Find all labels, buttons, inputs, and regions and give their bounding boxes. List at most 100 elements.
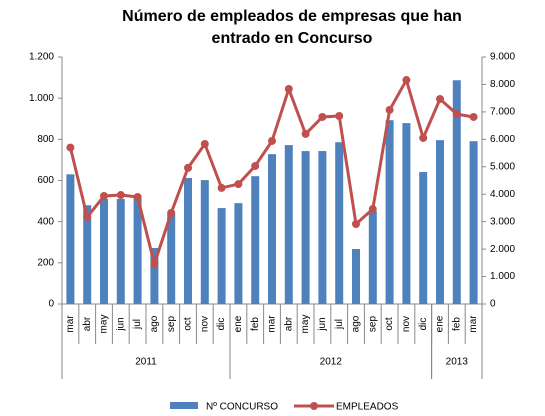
bar <box>301 151 310 304</box>
x-tick-label: nov <box>401 316 412 332</box>
y2-tick-label: 2.000 <box>490 244 515 255</box>
line-marker <box>116 191 125 200</box>
x-tick-label: nov <box>199 316 210 332</box>
group-label: 2012 <box>320 357 343 368</box>
line-marker <box>100 192 108 201</box>
line-marker <box>200 139 209 148</box>
legend-label: EMPLEADOS <box>336 402 399 413</box>
y-tick-label: 600 <box>37 175 54 186</box>
y-tick-label: 200 <box>37 257 54 268</box>
x-tick-label: sep <box>367 316 378 333</box>
y2-tick-label: 6.000 <box>490 134 515 145</box>
bar <box>133 196 142 304</box>
x-tick-label: ago <box>149 315 160 332</box>
bar <box>150 248 159 304</box>
line-marker <box>251 161 260 170</box>
x-tick-label: feb <box>451 317 462 331</box>
line-marker <box>318 112 327 121</box>
line-marker <box>436 94 444 103</box>
y2-tick-label: 5.000 <box>490 161 515 172</box>
x-tick-label: abr <box>283 316 294 331</box>
bar <box>83 205 92 304</box>
legend-swatch <box>170 402 198 409</box>
x-tick-label: jul <box>334 319 345 330</box>
bar <box>268 154 276 304</box>
group-label: 2013 <box>446 357 469 368</box>
line-marker <box>83 213 92 222</box>
bar <box>200 180 209 304</box>
legend-label: Nº CONCURSO <box>206 402 278 413</box>
x-tick-label: ene <box>435 315 446 332</box>
x-tick-label: ago <box>351 315 362 332</box>
y-tick-label: 1.000 <box>29 93 54 104</box>
y2-tick-label: 8.000 <box>490 79 515 90</box>
line-marker <box>402 76 411 85</box>
bar <box>452 80 461 305</box>
line-marker <box>469 112 478 121</box>
line-marker <box>301 129 310 138</box>
line-marker <box>419 133 428 142</box>
bar <box>184 178 192 304</box>
y-tick-label: 400 <box>37 216 54 227</box>
x-tick-label: jun <box>115 317 126 331</box>
x-tick-label: mar <box>267 315 278 333</box>
bar <box>335 142 344 304</box>
bar <box>419 172 428 304</box>
y2-tick-label: 3.000 <box>490 216 515 227</box>
y-tick-label: 0 <box>48 299 54 310</box>
bar <box>436 140 444 304</box>
line-marker <box>268 136 276 145</box>
bar <box>116 199 125 304</box>
x-tick-label: oct <box>384 317 395 331</box>
line-marker <box>184 163 192 172</box>
line-marker <box>335 112 344 121</box>
y2-tick-label: 7.000 <box>490 107 515 118</box>
line-marker <box>284 84 293 93</box>
y2-tick-label: 9.000 <box>490 52 515 63</box>
x-tick-label: abr <box>82 316 93 331</box>
x-tick-label: may <box>300 315 311 334</box>
y-tick-label: 800 <box>37 134 54 145</box>
line-marker <box>167 208 176 217</box>
chart-title: Número de empleados de empresas que han … <box>122 8 462 47</box>
line-marker <box>150 259 159 268</box>
bar <box>318 151 327 304</box>
x-tick-label: may <box>99 315 110 334</box>
x-tick-label: ene <box>233 315 244 332</box>
bar <box>368 211 377 304</box>
bar <box>469 141 478 304</box>
x-tick-label: oct <box>183 317 194 331</box>
legend-swatch <box>310 402 318 410</box>
bar <box>385 120 394 305</box>
x-tick-label: mar <box>468 315 479 333</box>
y2-tick-label: 1.000 <box>490 271 515 282</box>
bar <box>352 249 360 304</box>
line-marker <box>234 180 243 189</box>
line-marker <box>385 105 394 114</box>
line-marker <box>66 143 75 152</box>
line-marker <box>133 192 142 201</box>
line-marker <box>368 205 377 214</box>
y2-tick-label: 4.000 <box>490 189 515 200</box>
y-tick-label: 1.200 <box>29 52 54 63</box>
bar <box>66 174 75 304</box>
x-tick-label: dic <box>216 318 227 331</box>
y2-tick-label: 0 <box>490 299 496 310</box>
x-tick-label: sep <box>166 316 177 333</box>
bar <box>100 199 108 304</box>
bar <box>402 123 411 304</box>
bar <box>284 145 293 304</box>
group-label: 2011 <box>135 357 157 368</box>
bar <box>234 203 243 304</box>
x-tick-label: feb <box>250 317 261 331</box>
line-marker <box>217 183 226 192</box>
bar <box>251 176 260 304</box>
x-tick-label: jul <box>132 319 143 330</box>
x-tick-label: mar <box>65 315 76 333</box>
x-tick-label: jun <box>317 317 328 331</box>
x-tick-label: dic <box>418 318 429 331</box>
bar <box>167 213 176 304</box>
line-marker <box>352 219 360 228</box>
